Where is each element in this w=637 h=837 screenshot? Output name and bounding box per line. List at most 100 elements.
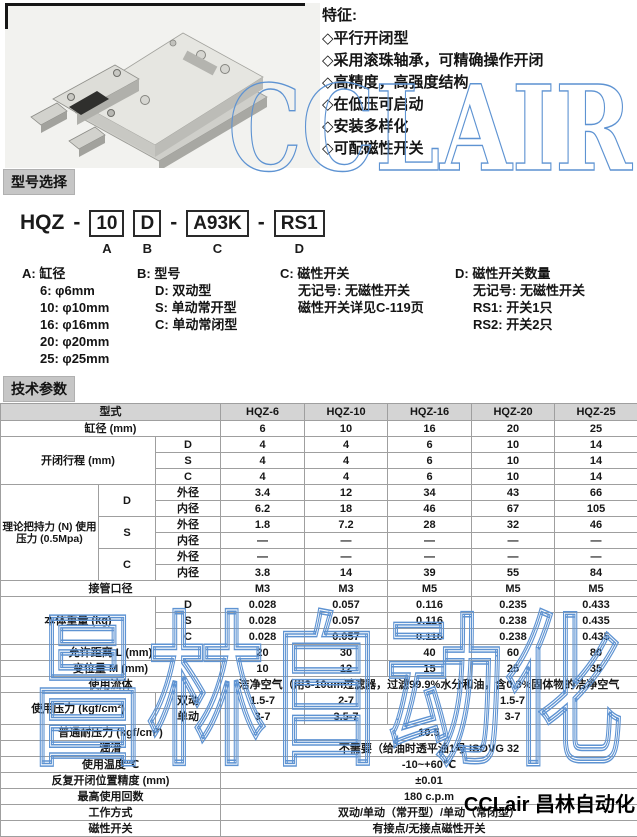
table-cell: ±0.01: [221, 773, 637, 789]
feature-item: ◇高精度，高强度结构: [322, 72, 544, 94]
table-cell: 0.435: [555, 629, 637, 645]
table-cell: M5: [555, 581, 637, 597]
row-label: 反复开闭位置精度 (mm): [1, 773, 221, 789]
legend-item: 10: φ10mm: [40, 299, 109, 316]
legend-title: C: 磁性开关: [280, 265, 424, 282]
feature-item: ◇采用滚珠轴承，可精确操作开闭: [322, 50, 544, 72]
table-cell: 20: [221, 645, 305, 661]
table-cell: 20: [472, 421, 555, 437]
section-label-model: 型号选择: [3, 169, 75, 195]
product-image: [5, 3, 320, 168]
table-cell: 6: [221, 421, 305, 437]
table-cell: 0.235: [472, 597, 555, 613]
table-cell: 0.116: [388, 629, 472, 645]
table-cell: 4: [305, 453, 388, 469]
legend-item: 6: φ6mm: [40, 282, 109, 299]
table-row: 使用压力 (kgf/cm²) 双动 1.5-7 2-7 1.5-7: [1, 693, 637, 709]
table-row: 开闭行程 (mm) D 4 4 6 10 14: [1, 437, 637, 453]
row-label: 使用温度℃: [1, 757, 221, 773]
table-cell: 43: [472, 485, 555, 501]
table-cell: 10: [472, 437, 555, 453]
table-cell: M5: [388, 581, 472, 597]
sub-label: 双动: [156, 693, 221, 709]
legend-col-b: B: 型号 D: 双动型 S: 单动常开型 C: 单动常闭型: [137, 265, 237, 333]
table-row: 型式 HQZ-6 HQZ-10 HQZ-16 HQZ-20 HQZ-25: [1, 404, 637, 421]
sub-label: S: [156, 453, 221, 469]
table-cell: 25: [555, 421, 637, 437]
model-box-c: A93K: [186, 210, 249, 237]
features-title: 特征:: [322, 5, 544, 27]
table-cell: 80: [555, 645, 637, 661]
table-row: 使用流体 洁净空气（用3-10um过滤器，过滤99.9%水分和油，含0.3%固体…: [1, 677, 637, 693]
feature-item: ◇在低压可启动: [322, 94, 544, 116]
row-label: 工作方式: [1, 805, 221, 821]
table-cell: 34: [388, 485, 472, 501]
legend-col-a: A: 缸径 6: φ6mm 10: φ10mm 16: φ16mm 20: φ2…: [22, 265, 109, 367]
sub-label: 单动: [156, 709, 221, 725]
table-cell: 14: [555, 453, 637, 469]
legend-item: C: 单动常闭型: [155, 316, 237, 333]
table-cell: 10: [221, 661, 305, 677]
row-label: 开闭行程 (mm): [1, 437, 156, 485]
row-label: 普通耐压力 (kgf/cm²): [1, 725, 221, 741]
sub-label: 内径: [156, 501, 221, 517]
row-label: 型式: [1, 404, 221, 421]
table-cell: M3: [221, 581, 305, 597]
table-cell: 不需要（给油时透平油1号 ISOVG 32: [221, 741, 637, 757]
table-cell: 10.5: [221, 725, 637, 741]
brand-overlay: CCLair 昌林自动化: [464, 788, 635, 817]
row-label: 本体重量 (kg): [1, 597, 156, 645]
column-header: HQZ-16: [388, 404, 472, 421]
table-cell: 3-7: [221, 709, 305, 725]
feature-item: ◇可配磁性开关: [322, 138, 544, 160]
row-label: 使用压力 (kgf/cm²): [1, 693, 156, 725]
sub-label: S: [156, 613, 221, 629]
legend-col-c: C: 磁性开关 无记号: 无磁性开关 磁性开关详见C-119页: [280, 265, 424, 316]
model-prefix: HQZ: [20, 210, 64, 236]
table-cell: 7.2: [305, 517, 388, 533]
model-number-line: HQZ - 10 A D B - A93K C - RS1 D: [20, 210, 325, 256]
table-cell: —: [305, 533, 388, 549]
table-cell: 0.028: [221, 597, 305, 613]
legend-item: 16: φ16mm: [40, 316, 109, 333]
table-cell: 35: [555, 661, 637, 677]
sub-label: D: [99, 485, 156, 517]
table-cell: 0.238: [472, 613, 555, 629]
table-cell: 0.435: [555, 613, 637, 629]
sub-label: 外径: [156, 485, 221, 501]
table-cell: 25: [472, 661, 555, 677]
table-cell: 0.433: [555, 597, 637, 613]
legend-title: D: 磁性开关数量: [455, 265, 585, 282]
table-cell: 60: [472, 645, 555, 661]
table-cell: —: [388, 549, 472, 565]
model-letter-a: A: [102, 241, 111, 256]
model-segment-a: 10 A: [89, 210, 124, 256]
sub-label: C: [156, 629, 221, 645]
table-cell: 28: [388, 517, 472, 533]
sub-label: 外径: [156, 517, 221, 533]
table-row: 润滑 不需要（给油时透平油1号 ISOVG 32: [1, 741, 637, 757]
table-cell: 0.116: [388, 613, 472, 629]
column-header: HQZ-6: [221, 404, 305, 421]
table-cell: —: [472, 549, 555, 565]
table-cell: 14: [555, 469, 637, 485]
table-cell: 3-7: [388, 709, 637, 725]
row-label: 理论把持力 (N) 使用压力 (0.5Mpa): [1, 485, 99, 581]
features-block: 特征: ◇平行开闭型 ◇采用滚珠轴承，可精确操作开闭 ◇高精度，高强度结构 ◇在…: [322, 5, 544, 160]
table-cell: 洁净空气（用3-10um过滤器，过滤99.9%水分和油，含0.3%固体物的洁净空…: [221, 677, 637, 693]
table-cell: 有接点/无接点磁性开关: [221, 821, 637, 837]
legend-col-d: D: 磁性开关数量 无记号: 无磁性开关 RS1: 开关1只 RS2: 开关2只: [455, 265, 585, 333]
row-label: 最高使用回数: [1, 789, 221, 805]
model-letter-b: B: [143, 241, 152, 256]
column-header: HQZ-25: [555, 404, 637, 421]
sub-label: 外径: [156, 549, 221, 565]
table-cell: 105: [555, 501, 637, 517]
legend-item: 25: φ25mm: [40, 350, 109, 367]
legend-item: 无记号: 无磁性开关: [473, 282, 585, 299]
row-label: 变位量 M (mm): [1, 661, 221, 677]
table-row: 本体重量 (kg) D 0.028 0.057 0.116 0.235 0.43…: [1, 597, 637, 613]
table-cell: 12: [305, 485, 388, 501]
table-cell: 67: [472, 501, 555, 517]
model-letter-d: D: [295, 241, 304, 256]
model-dash: -: [73, 210, 80, 236]
